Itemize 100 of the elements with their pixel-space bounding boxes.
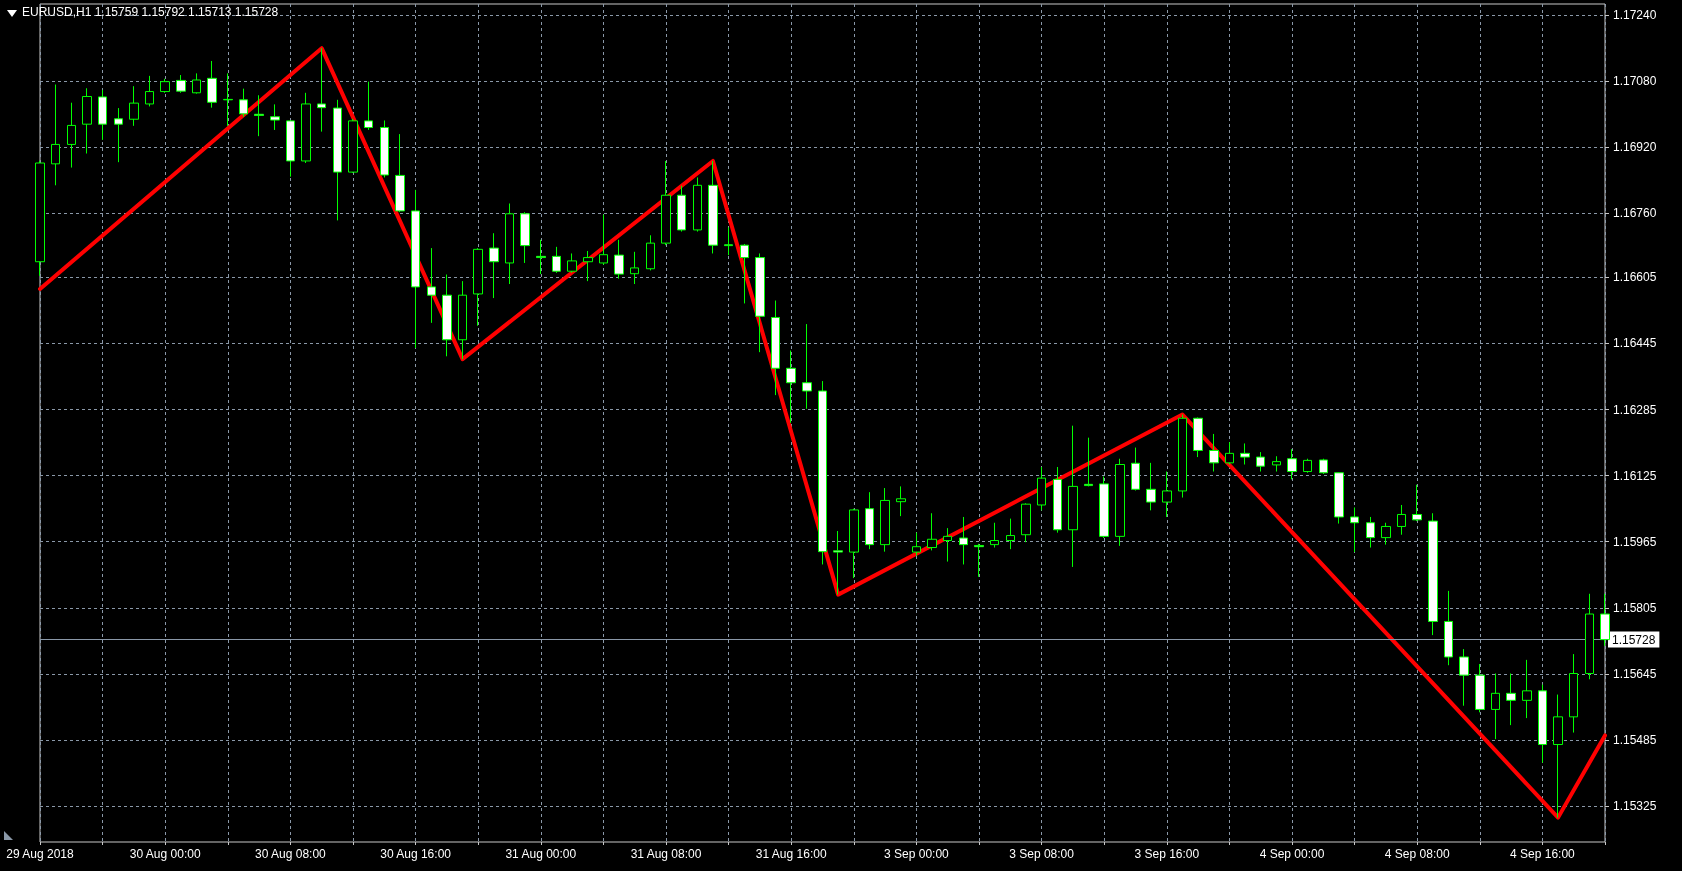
candlestick xyxy=(333,99,342,221)
candlestick xyxy=(411,189,420,349)
candlestick xyxy=(1131,447,1140,492)
y-tick-label: 1.16760 xyxy=(1613,206,1657,221)
ref-line-label: 1.15728 xyxy=(1612,632,1656,647)
candlestick xyxy=(364,81,373,131)
candlestick xyxy=(912,532,921,557)
candlestick xyxy=(176,74,186,94)
y-tick-label: 1.15485 xyxy=(1613,732,1657,747)
candlestick xyxy=(1021,502,1031,543)
candlestick xyxy=(677,185,686,233)
candlestick xyxy=(1146,462,1156,511)
candlestick xyxy=(317,47,326,133)
candlestick xyxy=(270,103,280,131)
candlestick xyxy=(567,252,577,274)
candlestick xyxy=(661,160,671,246)
candlestick xyxy=(1569,653,1578,734)
candlestick xyxy=(536,239,546,275)
x-tick-label: 29 Aug 2018 xyxy=(6,847,75,861)
candlestick xyxy=(1553,694,1563,819)
candlestick xyxy=(395,133,405,213)
candlestick xyxy=(301,92,311,164)
y-tick-label: 1.15645 xyxy=(1613,666,1657,681)
y-tick-label: 1.15805 xyxy=(1613,600,1657,615)
x-tick-label: 3 Sep 16:00 xyxy=(1134,847,1200,861)
candlestick xyxy=(98,89,107,141)
candlestick xyxy=(1209,433,1219,473)
candlestick xyxy=(1522,659,1532,719)
candlestick xyxy=(1538,684,1547,764)
candlestick xyxy=(35,160,45,277)
candlestick xyxy=(943,527,952,563)
candlestick xyxy=(82,87,92,155)
candlestick xyxy=(693,176,702,233)
candlestick xyxy=(724,226,733,256)
candlestick xyxy=(1272,455,1281,473)
candlestick xyxy=(207,60,217,109)
candlestick xyxy=(1225,441,1234,466)
candlestick xyxy=(599,214,608,266)
line-series xyxy=(38,46,1607,820)
candlestick xyxy=(1428,512,1438,636)
candlestick xyxy=(646,234,655,271)
candlestick xyxy=(1193,416,1203,458)
y-tick-label: 1.16920 xyxy=(1613,140,1657,155)
candlestick xyxy=(740,243,749,304)
y-tick-label: 1.15325 xyxy=(1613,799,1657,814)
candlestick xyxy=(51,84,60,186)
candlestick xyxy=(473,247,483,327)
x-tick-label: 4 Sep 08:00 xyxy=(1384,847,1450,861)
x-tick-label: 30 Aug 08:00 xyxy=(255,847,327,861)
candlestick xyxy=(1178,414,1187,499)
candlestick xyxy=(880,487,890,553)
candlestick xyxy=(1334,471,1344,525)
candlestick xyxy=(818,380,827,565)
candlestick xyxy=(708,160,718,254)
candlestick xyxy=(1303,458,1312,474)
candlestick xyxy=(1037,466,1046,511)
candlestick xyxy=(927,512,937,551)
candlestick xyxy=(348,118,358,174)
candlestick xyxy=(67,102,76,169)
x-tick-label: 31 Aug 16:00 xyxy=(755,847,827,861)
candlestick xyxy=(833,530,843,596)
candlestick xyxy=(786,350,796,424)
candlestick xyxy=(974,543,984,578)
candlestick xyxy=(1585,593,1594,680)
candlestick xyxy=(1115,458,1125,547)
candlestick xyxy=(1319,458,1328,475)
y-tick-label: 1.17080 xyxy=(1613,74,1657,89)
x-tick-label: 31 Aug 08:00 xyxy=(630,847,702,861)
y-tick-label: 1.15965 xyxy=(1613,534,1657,549)
candlestick xyxy=(1162,471,1172,518)
candlestick xyxy=(192,72,201,95)
candlestick xyxy=(552,246,561,274)
candlestick xyxy=(1475,663,1485,713)
candlestick xyxy=(239,88,248,118)
y-tick-label: 1.17240 xyxy=(1613,8,1657,23)
candlestick xyxy=(380,119,389,178)
candlestick xyxy=(630,251,639,285)
candlestick xyxy=(1506,672,1516,726)
candlestick xyxy=(1491,672,1500,740)
candlestick xyxy=(223,72,233,127)
candlestick xyxy=(1287,448,1297,480)
y-tick-label: 1.16445 xyxy=(1613,336,1657,351)
candlestick xyxy=(427,247,436,324)
y-tick-label: 1.16285 xyxy=(1613,402,1657,417)
x-tick-label: 31 Aug 00:00 xyxy=(505,847,577,861)
candlestick xyxy=(1099,475,1109,539)
candlestick xyxy=(755,252,765,353)
candlestick xyxy=(1256,451,1265,473)
candlestick xyxy=(458,280,467,360)
candlestick xyxy=(1053,466,1062,534)
candlestick xyxy=(583,250,593,282)
candlestick xyxy=(614,239,624,280)
candlestick xyxy=(1240,442,1250,466)
candlestick xyxy=(442,274,452,357)
candlestick xyxy=(129,85,139,127)
candlestick xyxy=(1412,484,1422,522)
candlestick xyxy=(489,232,499,299)
candlestick xyxy=(1397,504,1406,536)
candlestick xyxy=(865,491,874,550)
candlestick xyxy=(896,485,906,517)
